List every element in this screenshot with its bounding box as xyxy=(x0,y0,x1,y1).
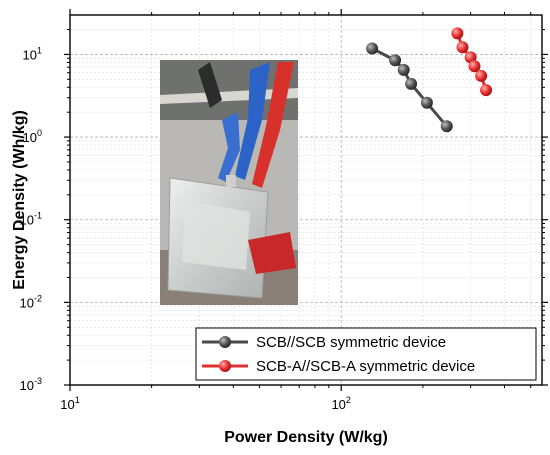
data-point xyxy=(398,64,410,76)
data-point xyxy=(456,41,468,53)
data-point xyxy=(480,84,492,96)
data-point xyxy=(441,120,453,132)
y-tick-label: 10-3 xyxy=(20,376,42,393)
data-point xyxy=(421,97,433,109)
series-1 xyxy=(451,27,492,96)
legend-label-scb: SCB//SCB symmetric device xyxy=(256,334,446,351)
y-axis-title: Energy Density (Wh/kg) xyxy=(11,110,28,290)
data-point xyxy=(405,78,417,90)
data-series xyxy=(366,27,492,132)
x-tick-label: 102 xyxy=(331,395,350,412)
x-tick-label: 101 xyxy=(60,395,79,412)
legend-label-scb-a: SCB-A//SCB-A symmetric device xyxy=(256,358,475,375)
data-point xyxy=(389,54,401,66)
x-axis-title: Power Density (W/kg) xyxy=(224,429,388,446)
y-tick-label: 10-2 xyxy=(20,293,42,310)
data-point xyxy=(451,27,463,39)
legend: SCB//SCB symmetric device SCB-A//SCB-A s… xyxy=(196,328,536,380)
y-tick-label: 101 xyxy=(23,45,42,62)
data-point xyxy=(475,70,487,82)
data-point xyxy=(366,42,378,54)
device-photo-inset xyxy=(160,60,298,305)
